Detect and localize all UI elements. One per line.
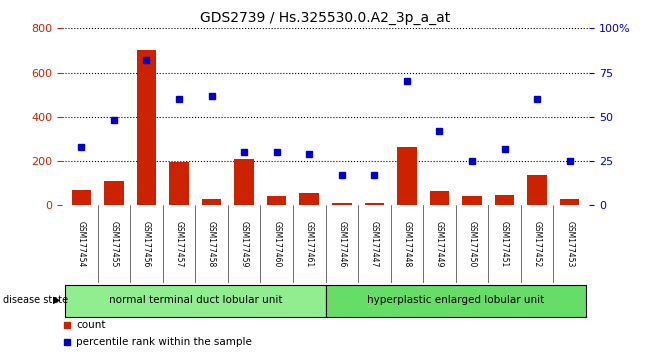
Bar: [365, 203, 384, 205]
Text: ▶: ▶: [53, 295, 61, 305]
Bar: [202, 199, 221, 205]
Bar: [430, 191, 449, 205]
Bar: [462, 196, 482, 205]
Text: GSM177456: GSM177456: [142, 221, 151, 268]
Text: GSM177449: GSM177449: [435, 221, 444, 268]
Bar: [104, 181, 124, 205]
Text: percentile rank within the sample: percentile rank within the sample: [76, 337, 252, 347]
Text: count: count: [76, 320, 106, 330]
Text: GSM177451: GSM177451: [500, 221, 509, 267]
Bar: [495, 195, 514, 205]
Text: GSM177453: GSM177453: [565, 221, 574, 268]
Text: GSM177457: GSM177457: [174, 221, 184, 268]
Text: GSM177448: GSM177448: [402, 221, 411, 267]
Bar: [299, 193, 319, 205]
Text: GSM177447: GSM177447: [370, 221, 379, 268]
Bar: [137, 51, 156, 205]
Bar: [527, 176, 547, 205]
Text: GSM177459: GSM177459: [240, 221, 249, 268]
Bar: [65, 285, 326, 317]
Bar: [267, 196, 286, 205]
Text: GSM177446: GSM177446: [337, 221, 346, 268]
Text: GSM177452: GSM177452: [533, 221, 542, 267]
Bar: [332, 203, 352, 205]
Bar: [326, 285, 586, 317]
Text: GSM177450: GSM177450: [467, 221, 477, 268]
Bar: [560, 199, 579, 205]
Text: normal terminal duct lobular unit: normal terminal duct lobular unit: [109, 295, 282, 305]
Text: GSM177454: GSM177454: [77, 221, 86, 268]
Text: hyperplastic enlarged lobular unit: hyperplastic enlarged lobular unit: [367, 295, 544, 305]
Bar: [234, 159, 254, 205]
Text: GSM177455: GSM177455: [109, 221, 118, 268]
Bar: [397, 147, 417, 205]
Text: GSM177461: GSM177461: [305, 221, 314, 267]
Bar: [169, 162, 189, 205]
Text: GSM177460: GSM177460: [272, 221, 281, 268]
Bar: [72, 190, 91, 205]
Text: disease state: disease state: [3, 295, 68, 305]
Text: GSM177458: GSM177458: [207, 221, 216, 267]
Text: GDS2739 / Hs.325530.0.A2_3p_a_at: GDS2739 / Hs.325530.0.A2_3p_a_at: [201, 11, 450, 25]
